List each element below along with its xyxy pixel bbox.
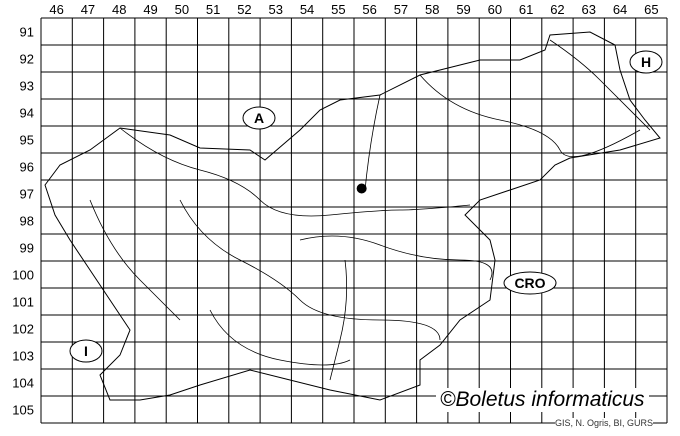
column-label-60: 60 — [488, 2, 502, 17]
column-label-48: 48 — [112, 2, 126, 17]
country-label-croatia: CRO — [514, 275, 545, 291]
river-0 — [119, 127, 471, 217]
row-label-103: 103 — [12, 349, 34, 364]
copyright-credit: ©Boletus informaticus — [436, 388, 649, 412]
column-label-56: 56 — [362, 2, 376, 17]
column-label-58: 58 — [425, 2, 439, 17]
column-label-64: 64 — [613, 2, 627, 17]
country-label-austria: A — [254, 110, 264, 126]
row-label-97: 97 — [20, 187, 34, 202]
column-label-53: 53 — [269, 2, 283, 17]
river-2 — [179, 199, 441, 341]
row-label-102: 102 — [12, 322, 34, 337]
column-label-49: 49 — [143, 2, 157, 17]
row-label-100: 100 — [12, 268, 34, 283]
river-7 — [209, 309, 351, 366]
column-label-59: 59 — [456, 2, 470, 17]
row-label-105: 105 — [12, 403, 34, 418]
row-label-93: 93 — [20, 79, 34, 94]
country-border — [44, 31, 661, 401]
column-label-51: 51 — [206, 2, 220, 17]
country-label-oval-croatia — [503, 271, 557, 295]
row-label-99: 99 — [20, 241, 34, 256]
river-1 — [299, 235, 493, 281]
river-6 — [364, 94, 381, 191]
column-label-50: 50 — [175, 2, 189, 17]
country-label-oval-austria — [242, 106, 276, 130]
column-label-52: 52 — [237, 2, 251, 17]
data-source: GIS, N. Ogris, BI, GURS — [555, 418, 654, 428]
country-label-oval-italy — [69, 339, 103, 363]
row-label-96: 96 — [20, 160, 34, 175]
row-label-92: 92 — [20, 52, 34, 67]
column-label-57: 57 — [394, 2, 408, 17]
river-5 — [89, 199, 181, 321]
river-3 — [419, 74, 641, 157]
occurrence-point — [356, 183, 367, 194]
column-label-62: 62 — [550, 2, 564, 17]
column-label-63: 63 — [582, 2, 596, 17]
country-label-italy: I — [84, 343, 88, 359]
river-4 — [329, 259, 348, 381]
column-label-46: 46 — [49, 2, 63, 17]
row-label-104: 104 — [12, 376, 34, 391]
column-label-65: 65 — [644, 2, 658, 17]
column-label-54: 54 — [300, 2, 314, 17]
row-label-95: 95 — [20, 133, 34, 148]
column-label-61: 61 — [519, 2, 533, 17]
country-label-oval-hungary — [629, 50, 663, 74]
column-label-47: 47 — [81, 2, 95, 17]
row-label-91: 91 — [20, 25, 34, 40]
row-label-98: 98 — [20, 214, 34, 229]
row-label-101: 101 — [12, 295, 34, 310]
country-label-hungary: H — [641, 54, 651, 70]
row-label-94: 94 — [20, 106, 34, 121]
river-8 — [549, 39, 651, 131]
column-label-55: 55 — [331, 2, 345, 17]
